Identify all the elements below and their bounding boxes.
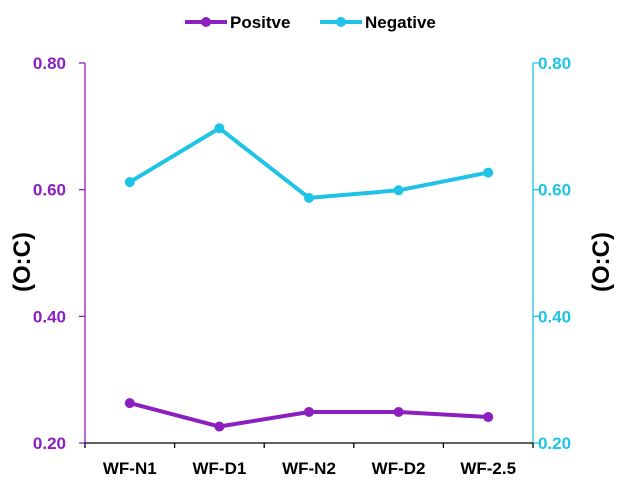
data-point — [124, 398, 135, 409]
axes: 0.20 0.40 0.60 0.80 0.20 0.40 0.60 0.80 WF-N1 WF-… — [33, 54, 571, 478]
y-tick-label-left: 0.20 — [33, 434, 66, 453]
y-axis-left-title: (O:C) — [9, 232, 36, 292]
legend-label-1: Positve — [230, 13, 290, 32]
data-point — [214, 421, 225, 432]
y-axis-right-title: (O:C) — [588, 232, 615, 292]
legend-marker-2 — [336, 17, 346, 27]
y-tick-label-right: 0.80 — [538, 54, 571, 73]
legend-label-2: Negative — [365, 13, 436, 32]
y-tick-label-right: 0.60 — [538, 181, 571, 200]
data-point — [393, 185, 404, 196]
y-tick-label-left: 0.60 — [33, 181, 66, 200]
y-tick-label-right: 0.20 — [538, 434, 571, 453]
x-tick-label: WF-N1 — [103, 459, 157, 478]
series-line-2 — [128, 126, 489, 200]
x-tick-label: WF-D2 — [372, 459, 426, 478]
legend-marker-1 — [201, 17, 211, 27]
x-tick-label: WF-D1 — [192, 459, 246, 478]
legend: Positve Negative — [185, 13, 436, 32]
data-point — [393, 406, 404, 417]
data-point — [483, 412, 494, 423]
y-tick-label-left: 0.40 — [33, 307, 66, 326]
y-tick-label-right: 0.40 — [538, 307, 571, 326]
y-tick-label-left: 0.80 — [33, 54, 66, 73]
series-layer — [124, 123, 494, 432]
data-point — [124, 177, 135, 188]
data-point — [304, 406, 314, 417]
data-point — [304, 192, 314, 203]
x-tick-label: WF-2.5 — [460, 459, 516, 478]
x-tick-label: WF-N2 — [282, 459, 336, 478]
data-point — [483, 167, 494, 178]
data-point — [214, 123, 225, 134]
